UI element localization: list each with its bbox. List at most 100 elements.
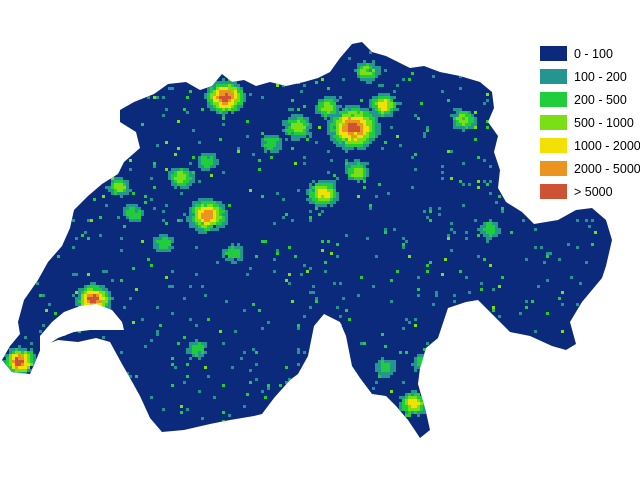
density-speckle [36, 255, 39, 258]
density-speckle [336, 306, 339, 309]
density-speckle [357, 294, 360, 297]
density-speckle [189, 162, 192, 165]
density-speckle [453, 231, 456, 234]
hotspot-geneva [12, 372, 15, 375]
density-speckle [498, 195, 501, 198]
density-speckle [267, 387, 270, 390]
hotspot-basel [213, 105, 216, 108]
hotspot-zurich [330, 138, 333, 141]
density-speckle [78, 330, 81, 333]
density-speckle [219, 138, 222, 141]
hotspot-basel [222, 114, 225, 117]
hotspot-lausanne [99, 294, 102, 297]
density-speckle [501, 417, 504, 420]
density-speckle [327, 87, 330, 90]
hotspot-zurich [351, 141, 354, 144]
hotspot-zurich [363, 144, 366, 147]
hotspot-basel [234, 90, 237, 93]
density-speckle [99, 180, 102, 183]
density-speckle [108, 51, 111, 54]
density-speckle [444, 369, 447, 372]
density-speckle [150, 339, 153, 342]
density-speckle [93, 96, 96, 99]
density-speckle [57, 375, 60, 378]
hotspot-zurich [348, 141, 351, 144]
density-speckle [507, 147, 510, 150]
density-speckle [339, 315, 342, 318]
density-speckle [60, 135, 63, 138]
hotspot-lausanne [90, 282, 93, 285]
density-speckle [588, 225, 591, 228]
density-speckle [282, 57, 285, 60]
density-speckle [594, 405, 597, 408]
density-speckle [171, 87, 174, 90]
hotspot-zurich [360, 144, 363, 147]
hotspot-basel [237, 99, 240, 102]
density-speckle [366, 237, 369, 240]
density-speckle [174, 153, 177, 156]
density-speckle [156, 144, 159, 147]
hotspot-basel [219, 84, 222, 87]
density-speckle [492, 72, 495, 75]
density-speckle [483, 180, 486, 183]
density-speckle [72, 273, 75, 276]
hotspot-zurich [327, 120, 330, 123]
density-speckle [342, 78, 345, 81]
hotspot-geneva [27, 369, 30, 372]
hotspot-lausanne [108, 297, 111, 300]
density-speckle [465, 357, 468, 360]
density-speckle [171, 312, 174, 315]
density-speckle [141, 318, 144, 321]
density-speckle [186, 375, 189, 378]
hotspot-geneva [9, 351, 12, 354]
density-speckle [75, 291, 78, 294]
hotspot-basel [225, 84, 228, 87]
density-speckle [312, 354, 315, 357]
density-speckle [453, 300, 456, 303]
hotspot-zurich [363, 147, 366, 150]
density-speckle [81, 234, 84, 237]
density-speckle [111, 57, 114, 60]
hotspot-zurich [354, 138, 357, 141]
density-speckle [528, 132, 531, 135]
hotspot-basel [225, 81, 228, 84]
density-speckle [60, 210, 63, 213]
hotspot-basel [225, 102, 228, 105]
hotspot-geneva [30, 360, 33, 363]
hotspot-lausanne [87, 294, 90, 297]
hotspot-zurich [354, 120, 357, 123]
hotspot-zurich [354, 132, 357, 135]
density-speckle [60, 171, 63, 174]
density-speckle [222, 411, 225, 414]
hotspot-zurich [342, 117, 345, 120]
hotspot-basel [216, 81, 219, 84]
density-speckle [117, 216, 120, 219]
hotspot-geneva [27, 351, 30, 354]
density-speckle [147, 96, 150, 99]
hotspot-basel [213, 108, 216, 111]
hotspot-zurich [345, 141, 348, 144]
density-speckle [45, 309, 48, 312]
hotspot-basel [228, 90, 231, 93]
hotspot-zurich [336, 135, 339, 138]
density-speckle [81, 57, 84, 60]
density-speckle [36, 120, 39, 123]
density-speckle [69, 192, 72, 195]
density-speckle [249, 93, 252, 96]
hotspot-zurich [354, 114, 357, 117]
density-speckle [336, 243, 339, 246]
hotspot-geneva [24, 351, 27, 354]
density-speckle [492, 288, 495, 291]
density-speckle [72, 246, 75, 249]
hotspot-zurich [357, 111, 360, 114]
hotspot-zurich [366, 129, 369, 132]
density-speckle [162, 69, 165, 72]
density-speckle [477, 255, 480, 258]
density-speckle [480, 354, 483, 357]
hotspot-basel [222, 78, 225, 81]
density-speckle [525, 258, 528, 261]
hotspot-basel [234, 99, 237, 102]
density-speckle [156, 306, 159, 309]
hotspot-basel [213, 87, 216, 90]
density-speckle [90, 219, 93, 222]
